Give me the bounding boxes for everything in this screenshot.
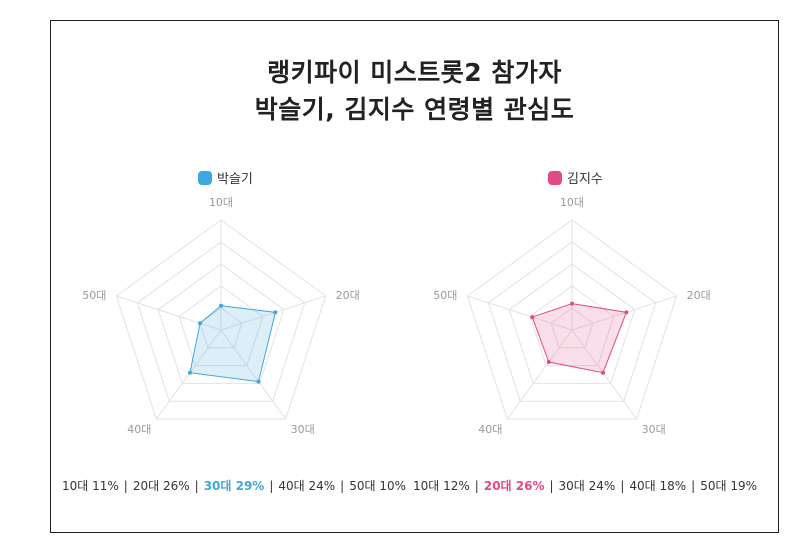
radar-left-spoke bbox=[155, 329, 222, 420]
summary-right-1: 20대 26% bbox=[483, 479, 545, 493]
radar-left-axis-label: 10대 bbox=[209, 196, 233, 209]
legend-swatch-left bbox=[198, 170, 212, 185]
radar-right-grid-ring bbox=[529, 285, 615, 367]
radar-right-axis-label: 20대 bbox=[687, 289, 711, 302]
summary-right: 10대 12% | 20대 26% | 30대 24% | 40대 18% | 50대 19% bbox=[413, 479, 758, 493]
radar-left-grid-ring bbox=[136, 241, 306, 402]
radar-right: 10대 20대 30대 40대 50대 bbox=[433, 196, 710, 436]
summary-left: 10대 11% | 20대 26% | 30대 29% | 40대 24% | 50대 10% bbox=[62, 479, 407, 493]
summary-right-0: 10대 12% bbox=[413, 479, 470, 493]
radar-right-spoke bbox=[506, 329, 573, 420]
radar-left-axis-label: 40대 bbox=[127, 423, 151, 436]
radar-left-series-area bbox=[189, 305, 277, 383]
radar-left-data-point bbox=[219, 303, 223, 308]
summary-right-4: 50대 19% bbox=[700, 479, 758, 493]
summary-right-3: 40대 18% bbox=[629, 479, 687, 493]
radar-left-spoke bbox=[116, 295, 222, 331]
summary-left-3: 40대 24% bbox=[278, 479, 336, 493]
chart-frame bbox=[50, 20, 779, 533]
radar-left: 10대 20대 30대 40대 50대 bbox=[82, 196, 359, 436]
radar-left-axis-label: 20대 bbox=[336, 289, 360, 302]
radar-right-axis-label: 40대 bbox=[478, 423, 502, 436]
legend-right[interactable]: 김지수 bbox=[548, 168, 603, 187]
summary-left-2: 30대 29% bbox=[203, 479, 265, 493]
radar-left-data-point bbox=[273, 310, 278, 315]
radar-right-data-point bbox=[624, 310, 629, 315]
legend-left[interactable]: 박슬기 bbox=[198, 168, 253, 187]
chart-title-line1: 랭키파이 미스트롯2 참가자 bbox=[267, 58, 562, 87]
radar-right-data-point bbox=[570, 301, 574, 306]
radar-right-grid-ring bbox=[466, 219, 678, 420]
summary-left-0: 10대 11% bbox=[62, 479, 119, 493]
radar-right-series-area bbox=[531, 303, 628, 374]
summary-left-1: 20대 26% bbox=[132, 479, 190, 493]
radar-left-grid-ring bbox=[115, 219, 327, 420]
radar-left-axis-label: 50대 bbox=[82, 289, 106, 302]
chart-title-line2: 박슬기, 김지수 연령별 관심도 bbox=[254, 95, 575, 124]
radar-right-axis-label: 50대 bbox=[433, 289, 457, 302]
radar-right-spoke bbox=[467, 295, 573, 331]
radar-left-data-point bbox=[187, 370, 192, 375]
summary-right-2: 30대 24% bbox=[558, 479, 616, 493]
radar-right-spoke bbox=[571, 329, 638, 420]
radar-right-data-point bbox=[601, 370, 606, 375]
radar-right-grid-ring bbox=[487, 241, 657, 402]
radar-left-grid-ring bbox=[157, 263, 285, 384]
radar-left-data-point bbox=[198, 321, 203, 326]
radar-right-data-point bbox=[530, 315, 535, 320]
legend-swatch-right bbox=[548, 170, 562, 185]
radar-left-spoke bbox=[220, 295, 326, 331]
summary-left-4: 50대 10% bbox=[349, 479, 407, 493]
radar-right-spoke bbox=[571, 295, 677, 331]
legend-label-left: 박슬기 bbox=[217, 172, 253, 187]
radar-right-grid-ring bbox=[550, 307, 594, 349]
legend-label-right: 김지수 bbox=[567, 172, 603, 187]
radar-right-grid-ring bbox=[508, 263, 636, 384]
radar-left-data-point bbox=[256, 379, 261, 384]
radar-left-axis-label: 30대 bbox=[291, 423, 315, 436]
radar-right-axis-label: 10대 bbox=[560, 196, 584, 209]
radar-right-axis-label: 30대 bbox=[642, 423, 666, 436]
radar-left-grid-ring bbox=[178, 285, 264, 367]
radar-left-spoke bbox=[220, 329, 287, 420]
radar-right-data-point bbox=[546, 360, 551, 365]
